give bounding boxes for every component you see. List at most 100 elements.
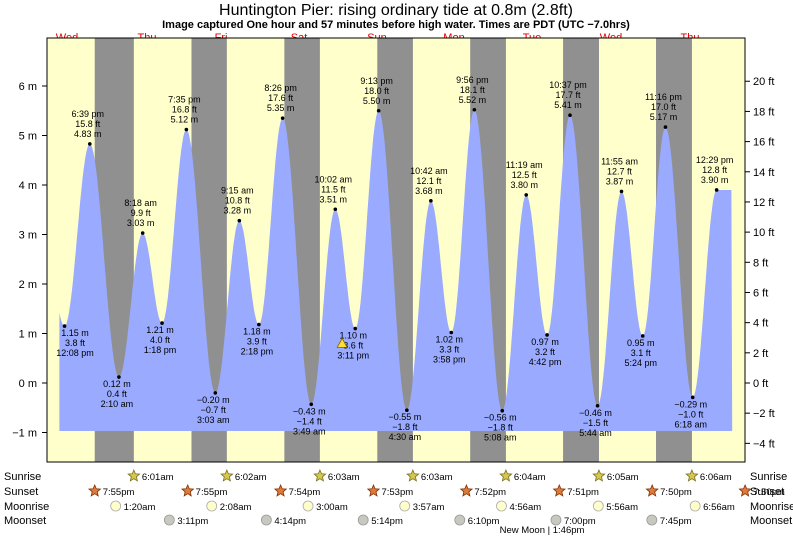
- moonrise-time: 3:57am: [413, 502, 445, 513]
- tide-point: [376, 108, 381, 113]
- tide-ft-label: 18.1 ft: [460, 85, 486, 95]
- tide-point: [213, 391, 218, 395]
- tide-ft-label: 17.7 ft: [555, 90, 581, 100]
- sunrise-icon: [406, 468, 420, 482]
- tide-ft-label: 3.3 ft: [439, 345, 460, 355]
- plot-frame: [46, 37, 746, 463]
- tide-point: [619, 189, 624, 194]
- moonrise-icon: [592, 500, 604, 512]
- tide-time-label: 11:16 pm: [645, 92, 682, 102]
- sunset-icon: [87, 483, 102, 497]
- tide-ft-label: −1.8 ft: [392, 422, 418, 432]
- sunrise-icon: [127, 468, 141, 482]
- y-right-tick-label: 10 ft: [753, 227, 774, 239]
- moonset-time: 6:10pm: [468, 516, 500, 527]
- tide-time-label: 3:49 am: [293, 426, 326, 436]
- sunset-icon: [273, 483, 288, 497]
- sunrise-icon: [220, 468, 234, 482]
- row-label-right-sunrise: Sunrise: [750, 471, 787, 483]
- moonrise-time: 5:56am: [606, 502, 638, 513]
- tide-point: [353, 326, 358, 331]
- tide-time-label: 10:37 pm: [549, 80, 587, 90]
- tide-time-label: 11:19 am: [506, 160, 543, 170]
- tide-point: [640, 334, 645, 338]
- tide-time-label: 6:39 pm: [72, 109, 105, 119]
- tide-point: [545, 333, 549, 337]
- moonrise-time: 3:00am: [316, 502, 348, 513]
- tide-m-label: 3.28 m: [224, 206, 252, 216]
- y-right-tick-label: 14 ft: [753, 167, 774, 179]
- moonrise-icon: [689, 500, 701, 512]
- tide-m-label: 1.15 m: [61, 328, 89, 338]
- moonset-time: 3:11pm: [177, 516, 208, 527]
- sunset-time: 7:50pm: [660, 487, 692, 498]
- tide-point: [595, 403, 600, 408]
- tide-point: [62, 324, 67, 328]
- sunset-time: 7:54pm: [289, 487, 321, 498]
- y-right-tick-label: 12 ft: [753, 197, 774, 209]
- tide-time-label: 10:02 am: [315, 174, 353, 184]
- tide-m-label: 1.10 m: [339, 331, 367, 341]
- tide-ft-label: 10.8 ft: [225, 196, 251, 206]
- tide-m-label: 3.80 m: [510, 180, 538, 190]
- tide-m-label: 5.50 m: [363, 96, 391, 106]
- tide-ft-label: −0.7 ft: [201, 405, 227, 415]
- tide-time-label: 3:03 am: [197, 415, 230, 425]
- tide-time-label: 8:18 am: [124, 198, 157, 208]
- moonrise-time: 4:56am: [509, 502, 541, 513]
- tide-time-label: 5:08 am: [484, 433, 517, 443]
- y-right-tick-label: 18 ft: [753, 106, 774, 118]
- tide-m-label: 0.95 m: [627, 338, 655, 348]
- tide-ft-label: 4.0 ft: [150, 335, 171, 345]
- tide-point: [117, 375, 121, 379]
- sunset-icon: [552, 483, 567, 497]
- sunset-icon: [459, 483, 474, 497]
- tide-point: [309, 402, 314, 407]
- tide-time-label: 6:18 am: [674, 419, 707, 429]
- tide-m-label: 3.68 m: [415, 186, 443, 196]
- tide-time-label: 10:42 am: [410, 166, 448, 176]
- moonset-time: 7:45pm: [660, 516, 692, 527]
- sunrise-time: 6:04am: [514, 472, 546, 483]
- tide-ft-label: 17.6 ft: [268, 93, 294, 103]
- tide-ft-label: −1.8 ft: [488, 423, 514, 433]
- y-left-tick-label: 5 m: [19, 131, 37, 143]
- plot-area: −1 m 0 m 1 m 2 m 3 m 4 m 5 m 6 m −4 ft −2 ft 0 ft 2…: [12, 37, 775, 463]
- tide-m-label: 5.17 m: [650, 112, 678, 122]
- tide-point: [472, 107, 477, 112]
- tide-m-label: −0.46 m: [579, 408, 612, 418]
- row-label-left-sunrise: Sunrise: [4, 471, 41, 483]
- moonset-icon: [260, 514, 272, 526]
- moonset-time: 7:00pm: [564, 516, 596, 527]
- y-right-tick-label: 0 ft: [753, 378, 768, 390]
- moonset-icon: [357, 514, 369, 526]
- almanac-rows: Sunrise Sunrise Sunset Sunset Moonrise Moonri…: [4, 468, 793, 536]
- tide-time-label: 9:56 pm: [456, 75, 489, 85]
- tide-point: [449, 330, 454, 335]
- tide-point: [568, 113, 572, 118]
- sunrise-time: 6:06am: [700, 472, 732, 483]
- row-label-right-moonrise: Moonrise: [750, 501, 793, 513]
- tide-m-label: 3.03 m: [127, 218, 155, 228]
- moonrise-time: 2:08am: [220, 502, 252, 513]
- tide-time-label: 8:26 pm: [264, 83, 297, 93]
- tide-point: [714, 188, 719, 192]
- tide-m-label: 1.02 m: [436, 335, 464, 345]
- tide-point: [663, 125, 668, 129]
- current-level-marker: [336, 337, 348, 348]
- y-left-tick-label: −1 m: [12, 428, 37, 440]
- tide-ft-label: 16.8 ft: [172, 105, 198, 115]
- moonset-icon: [163, 514, 175, 526]
- sunrise-time: 6:03am: [421, 472, 453, 483]
- tide-m-label: −0.20 m: [197, 395, 230, 405]
- tide-point: [184, 127, 189, 132]
- tide-m-label: −0.43 m: [293, 406, 326, 416]
- y-left-tick-label: 3 m: [19, 230, 37, 242]
- sunrise-time: 6:02am: [235, 472, 267, 483]
- moonrise-time: 1:20am: [124, 502, 156, 513]
- tide-m-label: −0.56 m: [484, 413, 517, 423]
- tide-point: [140, 231, 145, 235]
- chart-title: Huntington Pier: rising ordinary tide at…: [219, 2, 573, 19]
- tide-ft-label: −1.0 ft: [678, 409, 704, 419]
